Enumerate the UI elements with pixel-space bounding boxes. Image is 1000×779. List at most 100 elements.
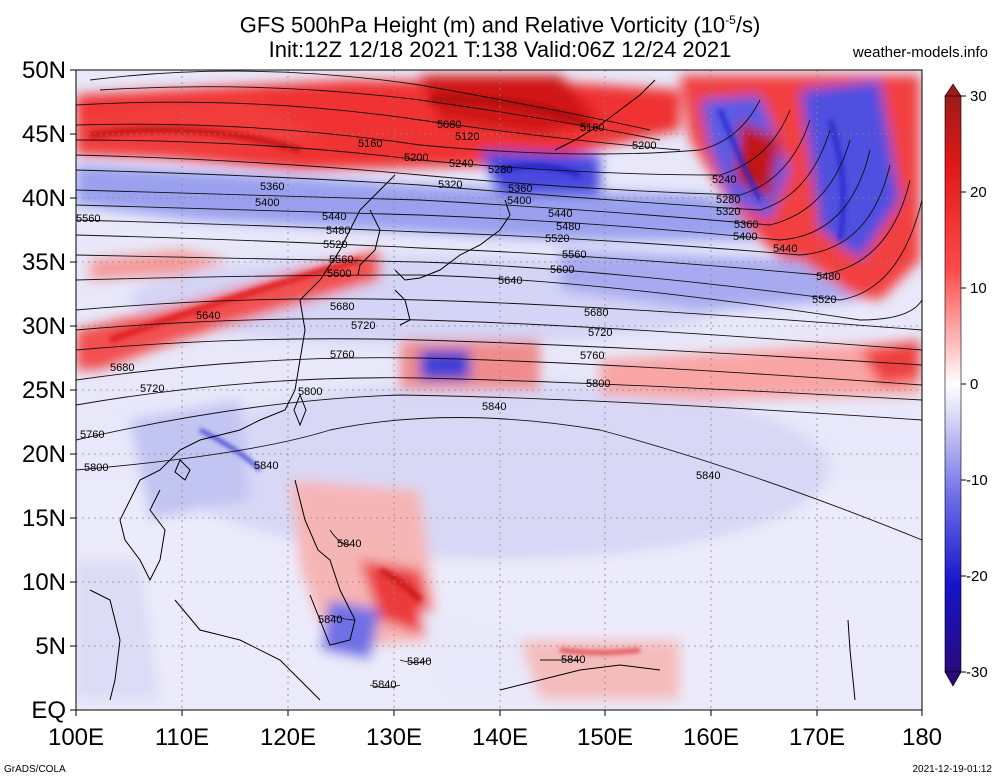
footer-grads-credit: GrADS/COLA — [4, 764, 66, 775]
contour-label-5840: 5840 — [337, 538, 361, 550]
lon-label: 150E — [577, 724, 633, 751]
contour-label-5200: 5200 — [404, 152, 428, 164]
lon-label: 130E — [366, 724, 422, 751]
title-superscript: -5 — [725, 13, 736, 27]
contour-label-5440: 5440 — [548, 208, 572, 220]
lon-label: 160E — [683, 724, 739, 751]
vorticity-field — [76, 70, 922, 710]
contour-label-5840: 5840 — [696, 470, 720, 482]
contour-label-5800: 5800 — [84, 462, 108, 474]
title-unit: /s) — [735, 12, 761, 38]
contour-label-5560: 5560 — [76, 213, 100, 225]
contour-label-5360: 5360 — [734, 219, 758, 231]
colorbar-tick-label: -10 — [966, 472, 988, 489]
coastlines — [89, 79, 856, 701]
contour-label-5840: 5840 — [482, 401, 506, 413]
title-text: GFS 500hPa Height (m) and Relative Vorti… — [239, 12, 726, 38]
contour-label-5680: 5680 — [110, 362, 134, 374]
contour-label-5280: 5280 — [716, 194, 740, 206]
lon-label: 110E — [155, 724, 209, 751]
height-contours — [76, 70, 922, 688]
contour-label-5520: 5520 — [812, 294, 836, 306]
contour-label-5120: 5120 — [455, 131, 479, 143]
colorbar-max-arrow — [944, 83, 962, 97]
contour-label-5320: 5320 — [438, 179, 462, 191]
contour-label-5240: 5240 — [712, 174, 736, 186]
contour-label-5560: 5560 — [562, 249, 586, 261]
contour-label-5840: 5840 — [561, 654, 585, 666]
lon-label: 170E — [789, 724, 845, 751]
contour-label-5240: 5240 — [449, 158, 473, 170]
lat-label: 50N — [22, 57, 66, 84]
contour-label-5200: 5200 — [632, 140, 656, 152]
contour-label-5600: 5600 — [327, 268, 351, 280]
colorbar-tick-label: -20 — [966, 568, 988, 585]
colorbar-tick-label: 0 — [970, 376, 978, 393]
contour-label-5160: 5160 — [580, 122, 604, 134]
contour-label-5720: 5720 — [351, 320, 375, 332]
contour-label-5720: 5720 — [140, 383, 164, 395]
contour-label-5800: 5800 — [586, 378, 610, 390]
lat-label: 15N — [22, 505, 66, 532]
footer-timestamp: 2021-12-19-01:12 — [912, 764, 992, 775]
contour-label-5480: 5480 — [816, 271, 840, 283]
contour-label-5840: 5840 — [372, 679, 396, 691]
contour-label-5760: 5760 — [580, 350, 604, 362]
contour-label-5160: 5160 — [358, 138, 382, 150]
lon-label: 180 — [902, 724, 942, 751]
lat-label: 25N — [22, 377, 66, 404]
colorbar-min-arrow — [944, 671, 962, 687]
contour-label-5440: 5440 — [773, 243, 797, 255]
contour-label-5840: 5840 — [318, 614, 342, 626]
contour-label-5800: 5800 — [298, 386, 322, 398]
lat-label: 30N — [22, 313, 66, 340]
contour-label-5680: 5680 — [584, 307, 608, 319]
contour-label-5760: 5760 — [330, 349, 354, 361]
colorbar-ramp — [944, 95, 962, 673]
contour-label-5760: 5760 — [80, 429, 104, 441]
contour-label-5400: 5400 — [733, 231, 757, 243]
lon-label: 100E — [48, 724, 104, 751]
map-title-line2: Init:12Z 12/18 2021 T:138 Valid:06Z 12/2… — [268, 37, 732, 62]
contour-label-5520: 5520 — [323, 239, 347, 251]
lat-label: 20N — [22, 441, 66, 468]
lon-label: 120E — [260, 724, 316, 751]
contour-label-5400: 5400 — [507, 195, 531, 207]
contour-label-5400: 5400 — [255, 197, 279, 209]
contour-label-5840: 5840 — [407, 656, 431, 668]
longitude-labels: 100E 110E 120E 130E 140E 150E 160E 170E … — [48, 724, 942, 751]
colorbar-tick-label: 20 — [970, 184, 987, 201]
site-credit[interactable]: weather-models.info — [852, 44, 988, 61]
contour-label-5720: 5720 — [588, 327, 612, 339]
contour-label-5440: 5440 — [322, 211, 346, 223]
map-title-line1: GFS 500hPa Height (m) and Relative Vorti… — [0, 8, 1000, 37]
contour-label-5320: 5320 — [716, 206, 740, 218]
lat-label: 10N — [22, 569, 66, 596]
contour-label-5560: 5560 — [329, 254, 353, 266]
lat-label: 35N — [22, 249, 66, 276]
lat-label: 45N — [22, 121, 66, 148]
colorbar: 30 20 10 0 -10 -20 -30 — [944, 83, 988, 687]
contour-label-5480: 5480 — [556, 221, 580, 233]
contour-label-5680: 5680 — [330, 301, 354, 313]
lat-label: 40N — [22, 185, 66, 212]
contour-label-5640: 5640 — [498, 275, 522, 287]
lon-label: 140E — [472, 724, 528, 751]
lat-label: EQ — [31, 697, 66, 724]
colorbar-tick-label: 10 — [970, 280, 987, 297]
contour-label-5640: 5640 — [196, 310, 220, 322]
contour-labels: 5080 5120 5160 5160 5200 5200 5240 5240 … — [76, 119, 840, 691]
axis-ticks — [70, 69, 923, 716]
contour-label-5360: 5360 — [260, 181, 284, 193]
contour-label-5080: 5080 — [437, 119, 461, 131]
contour-label-5480: 5480 — [326, 225, 350, 237]
contour-label-5360: 5360 — [508, 183, 532, 195]
latitude-labels: 50N 45N 40N 35N 30N 25N 20N 15N 10N 5N E… — [22, 57, 66, 724]
colorbar-tick-label: -30 — [966, 664, 988, 681]
contour-label-5840: 5840 — [254, 460, 278, 472]
contour-label-5520: 5520 — [545, 233, 569, 245]
lat-label: 5N — [35, 633, 66, 660]
contour-label-5280: 5280 — [488, 164, 512, 176]
contour-label-5600: 5600 — [550, 264, 574, 276]
